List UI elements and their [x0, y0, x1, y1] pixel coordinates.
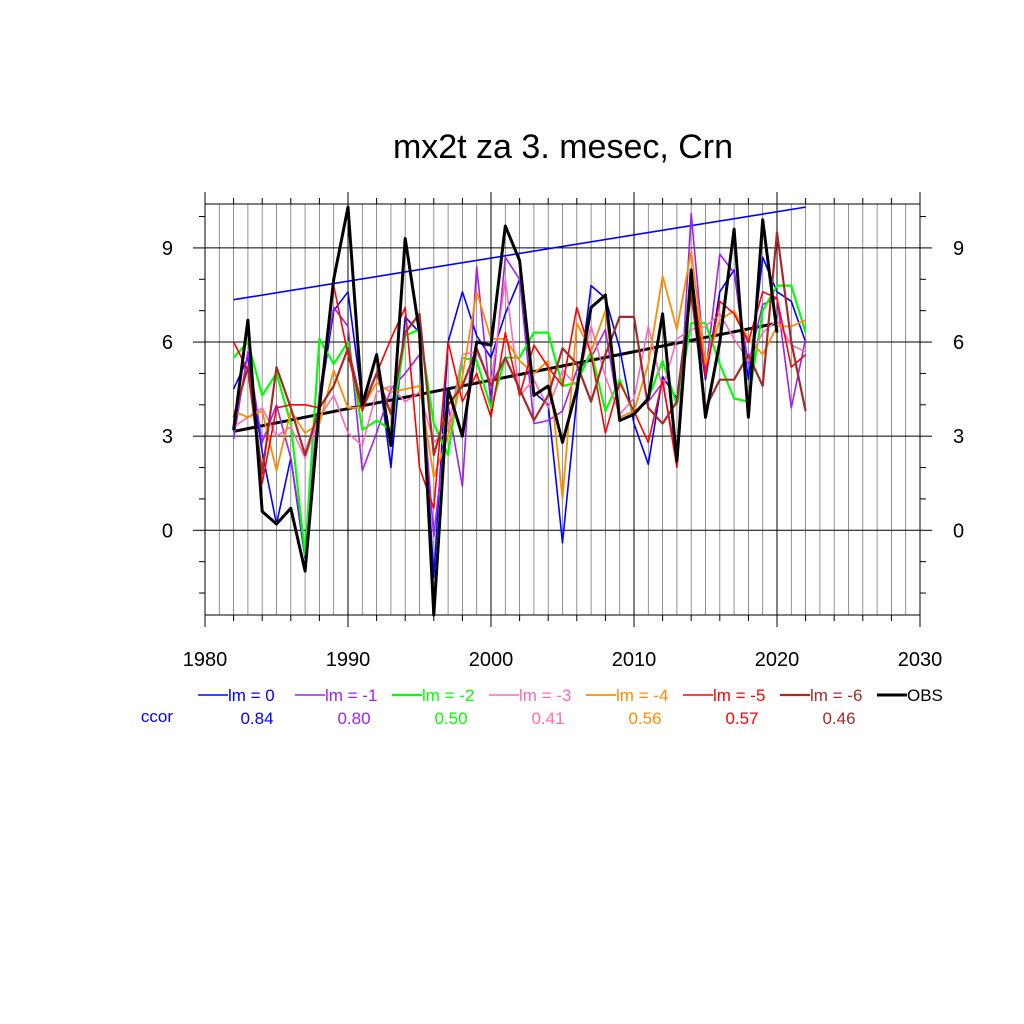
chart-title: mx2t za 3. mesec, Crn: [393, 128, 733, 166]
ccor-value: 0.46: [822, 709, 855, 728]
legend-label: lm = 0: [228, 686, 275, 705]
ccor-value: 0.50: [434, 709, 467, 728]
y-tick-label-right: 0: [953, 520, 964, 542]
legend-label: lm = -1: [325, 686, 377, 705]
y-tick-label-right: 3: [953, 426, 964, 448]
y-tick-label: 0: [162, 520, 173, 542]
trend-line: [233, 206, 806, 301]
legend-label: OBS: [907, 686, 943, 705]
axes: 1980 1990 2000 2010 2020 2030 0 0 3 3 6 6 9 9: [162, 192, 964, 671]
x-tick-label: 2000: [469, 649, 514, 671]
y-tick-label-right: 9: [953, 238, 964, 260]
ccor-value: 0.80: [337, 709, 370, 728]
legend-label: lm = -4: [616, 686, 668, 705]
plot-frame: [204, 203, 921, 616]
ccor-value: 0.41: [531, 709, 564, 728]
ccor-value: 0.57: [725, 709, 758, 728]
legend: ccor lm = 0 0.84 lm = -1 0.80 lm = -2 0.50 lm =…: [141, 686, 943, 728]
legend-label: lm = -2: [422, 686, 474, 705]
ccor-value: 0.84: [240, 709, 273, 728]
x-tick-label: 1980: [183, 649, 228, 671]
ccor-label: ccor: [141, 707, 173, 726]
y-tick-label: 9: [162, 238, 173, 260]
x-tick-label: 2030: [898, 649, 943, 671]
legend-label: lm = -6: [810, 686, 862, 705]
legend-label: lm = -3: [519, 686, 571, 705]
y-tick-label: 6: [162, 332, 173, 354]
y-tick-label: 3: [162, 426, 173, 448]
y-tick-label-right: 6: [953, 332, 964, 354]
series-lines: [232, 205, 807, 617]
ccor-value: 0.56: [628, 709, 661, 728]
x-tick-label: 1990: [326, 649, 371, 671]
series-line-obs: [232, 205, 779, 617]
x-tick-label: 2020: [755, 649, 800, 671]
legend-label: lm = -5: [713, 686, 765, 705]
series-line: [232, 284, 807, 557]
x-tick-label: 2010: [612, 649, 657, 671]
